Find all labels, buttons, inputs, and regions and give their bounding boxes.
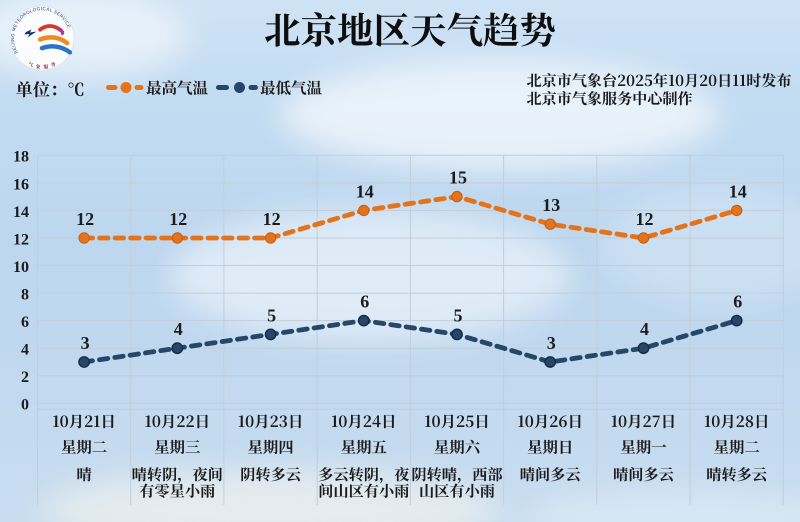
svg-text:4: 4 xyxy=(21,342,29,359)
svg-text:6: 6 xyxy=(21,314,29,331)
svg-text:4: 4 xyxy=(174,319,183,339)
svg-text:18: 18 xyxy=(13,149,29,166)
svg-text:16: 16 xyxy=(13,176,29,193)
svg-text:5: 5 xyxy=(454,305,463,325)
svg-text:12: 12 xyxy=(636,209,654,229)
svg-text:12: 12 xyxy=(263,209,281,229)
svg-text:13: 13 xyxy=(542,195,560,215)
svg-text:6: 6 xyxy=(733,292,742,312)
svg-text:0: 0 xyxy=(21,397,29,414)
svg-text:12: 12 xyxy=(169,209,187,229)
svg-text:3: 3 xyxy=(547,333,556,353)
svg-text:15: 15 xyxy=(449,168,467,188)
svg-text:10: 10 xyxy=(13,259,29,276)
svg-text:14: 14 xyxy=(356,181,374,201)
svg-text:14: 14 xyxy=(13,204,29,221)
svg-text:2: 2 xyxy=(21,369,29,386)
svg-text:12: 12 xyxy=(13,231,29,248)
svg-text:5: 5 xyxy=(267,305,276,325)
svg-text:3: 3 xyxy=(81,333,90,353)
svg-text:8: 8 xyxy=(21,287,29,304)
svg-text:14: 14 xyxy=(729,181,747,201)
svg-text:4: 4 xyxy=(640,319,649,339)
svg-text:6: 6 xyxy=(360,292,369,312)
svg-text:12: 12 xyxy=(76,209,94,229)
